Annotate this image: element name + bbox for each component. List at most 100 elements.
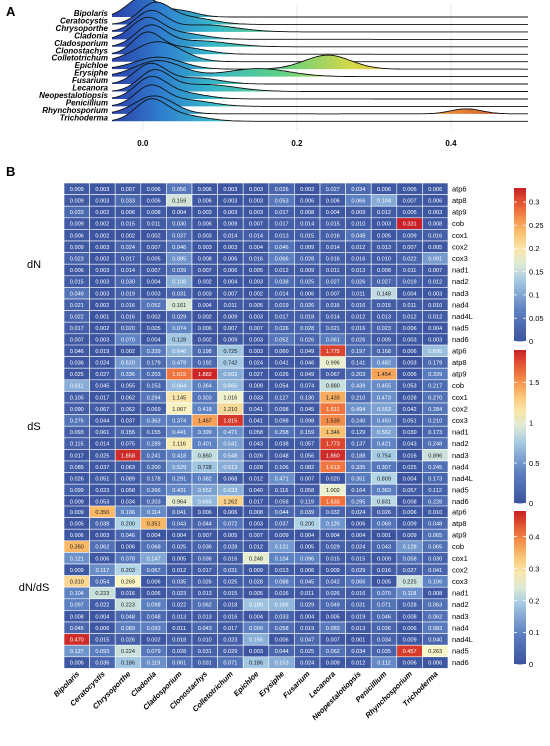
heatmap-gene-label: atp6 — [452, 507, 467, 516]
heatmap-cell-value: 0.007 — [403, 245, 417, 251]
heatmap-cell-value: 0.418 — [198, 407, 212, 413]
heatmap-cell-value: 0.016 — [326, 303, 340, 309]
heatmap-cell-value: 0.006 — [223, 257, 237, 263]
heatmap-cell-value: 0.331 — [403, 222, 417, 228]
heatmap-cell-value: 0.012 — [275, 268, 289, 274]
heatmap-cell-value: 0.831 — [377, 500, 391, 506]
heatmap-cell-value: 0.005 — [249, 268, 263, 274]
heatmap-cell-value: 0.027 — [377, 280, 391, 286]
heatmap-cell-value: 0.006 — [70, 268, 84, 274]
heatmap-cell-value: 0.044 — [95, 419, 109, 425]
heatmap-cell-value: 0.529 — [172, 465, 186, 471]
heatmap-cell-value: 0.016 — [326, 257, 340, 263]
heatmap-cell-value: 0.009 — [70, 222, 84, 228]
heatmap-cell-value: 0.051 — [403, 419, 417, 425]
heatmap-cell-value: 0.006 — [223, 510, 237, 516]
heatmap-gene-label: nad1 — [452, 428, 469, 437]
heatmap-cell-value: 0.025 — [300, 649, 314, 655]
heatmap-cell-value: 0.307 — [377, 465, 391, 471]
heatmap-cell-value: 0.074 — [172, 326, 186, 332]
heatmap-cell-value: 0.011 — [352, 291, 366, 297]
heatmap-cell-value: 0.155 — [121, 430, 135, 436]
heatmap-cell-value: 0.004 — [351, 533, 365, 539]
heatmap-gene-label: nad2 — [452, 439, 469, 448]
heatmap-cell-value: 0.129 — [351, 430, 365, 436]
heatmap-cell-value: 0.004 — [300, 533, 314, 539]
heatmap-cell-value: 0.025 — [403, 465, 417, 471]
heatmap-cell-value: 0.004 — [249, 614, 263, 620]
heatmap-cell-value: 0.228 — [428, 500, 442, 506]
heatmap-cell-value: 0.006 — [428, 187, 442, 193]
heatmap-cell-value: 0.041 — [428, 568, 442, 574]
genus-axis-labels: BipolarisCeratocystisChrysoportheCladoni… — [52, 669, 440, 722]
heatmap-cell-value: 0.006 — [198, 222, 212, 228]
heatmap-cell-value: 0.025 — [223, 580, 237, 586]
heatmap-cell-value: 0.034 — [121, 500, 135, 506]
heatmap-cell-value: 0.011 — [224, 303, 238, 309]
heatmap-cell-value: 0.028 — [300, 257, 314, 263]
heatmap-cell-value: 0.098 — [147, 603, 161, 609]
heatmap-cell-value: 0.017 — [198, 568, 212, 574]
heatmap-cell-value: 0.470 — [70, 638, 84, 644]
heatmap-cell-value: 0.040 — [249, 488, 263, 494]
heatmap-cell-value: 0.126 — [326, 522, 340, 528]
heatmap-cell-value: 0.294 — [147, 395, 161, 401]
heatmap-cell-value: 0.046 — [275, 245, 289, 251]
heatmap-cell-value: 0.270 — [428, 395, 442, 401]
heatmap-cell-value: 0.051 — [95, 477, 109, 483]
heatmap-cell-value: 0.203 — [147, 500, 161, 506]
heatmap-cell-value: 0.005 — [70, 522, 84, 528]
heatmap-cell-value: 0.014 — [121, 268, 135, 274]
heatmap-cell-value: 0.004 — [249, 245, 263, 251]
heatmap-gene-label: cox1 — [452, 554, 468, 563]
heatmap-cell-value: 0.002 — [95, 303, 109, 309]
ridge-genus-label: Chrysoporthe — [56, 24, 109, 33]
heatmap-cell-value: 0.602 — [223, 372, 237, 378]
heatmap-cell-value: 0.006 — [300, 199, 314, 205]
heatmap-cell-value: 0.053 — [275, 199, 289, 205]
heatmap-cell-value: 0.028 — [403, 603, 417, 609]
heatmap-cell-value: 0.062 — [121, 407, 135, 413]
heatmap-cell-value: 0.017 — [275, 210, 289, 216]
heatmap-cell-value: 0.027 — [249, 372, 263, 378]
heatmap-cell-value: 0.006 — [198, 199, 212, 205]
heatmap-cell-value: 0.303 — [198, 395, 212, 401]
heatmap-cell-value: 0.058 — [121, 488, 135, 494]
heatmap-cell-value: 0.066 — [275, 257, 289, 263]
heatmap-cell-value: 0.005 — [403, 210, 417, 216]
heatmap-cell-value: 0.611 — [70, 384, 84, 390]
colorbar-tick-label: 0.3 — [529, 564, 539, 573]
heatmap-cell-value: 0.003 — [95, 533, 109, 539]
heatmap-cell-value: 0.266 — [147, 488, 161, 494]
heatmap-cell-value: 0.006 — [326, 199, 340, 205]
heatmap-cell-value: 0.045 — [300, 580, 314, 586]
heatmap-cell-value: 0.021 — [70, 303, 84, 309]
heatmap-cell-value: 0.104 — [275, 556, 289, 562]
heatmap-cell-value: 0.015 — [121, 222, 135, 228]
heatmap-gene-label: nad4 — [452, 462, 469, 471]
heatmap-cell-value: 0.200 — [121, 522, 135, 528]
heatmap-cell-value: 0.008 — [198, 257, 212, 263]
heatmap-cell-value: 0.153 — [275, 661, 289, 667]
heatmap-cell-value: 0.041 — [249, 419, 263, 425]
heatmap-cell-value: 0.335 — [351, 465, 365, 471]
heatmap-cell-value: 0.809 — [377, 477, 391, 483]
heatmap-cell-value: 0.005 — [403, 187, 417, 193]
heatmap-cell-value: 0.078 — [121, 556, 135, 562]
heatmap-cell-value: 0.012 — [403, 315, 417, 321]
heatmap-gene-label: nad5 — [452, 324, 469, 333]
heatmap-cell-value: 0.006 — [300, 568, 314, 574]
heatmap-cell-value: 0.045 — [70, 626, 84, 632]
heatmap-cell-value: 0.075 — [121, 442, 135, 448]
heatmap-cell-value: 0.019 — [95, 349, 109, 355]
heatmap-cell-value: 0.017 — [275, 222, 289, 228]
heatmap-cell-value: 0.011 — [403, 303, 417, 309]
heatmap-cell-value: 0.026 — [326, 591, 340, 597]
ridge-density-fill — [112, 98, 528, 122]
colorbar-tick-label: 0.1 — [529, 628, 539, 637]
heatmap-cell-value: 0.003 — [249, 187, 263, 193]
heatmap-cell-value: 0.001 — [351, 638, 365, 644]
ridge-density-line — [111, 9, 528, 33]
heatmap-cell-value: 0.009 — [70, 199, 84, 205]
heatmap-cell-value: 0.005 — [377, 580, 391, 586]
